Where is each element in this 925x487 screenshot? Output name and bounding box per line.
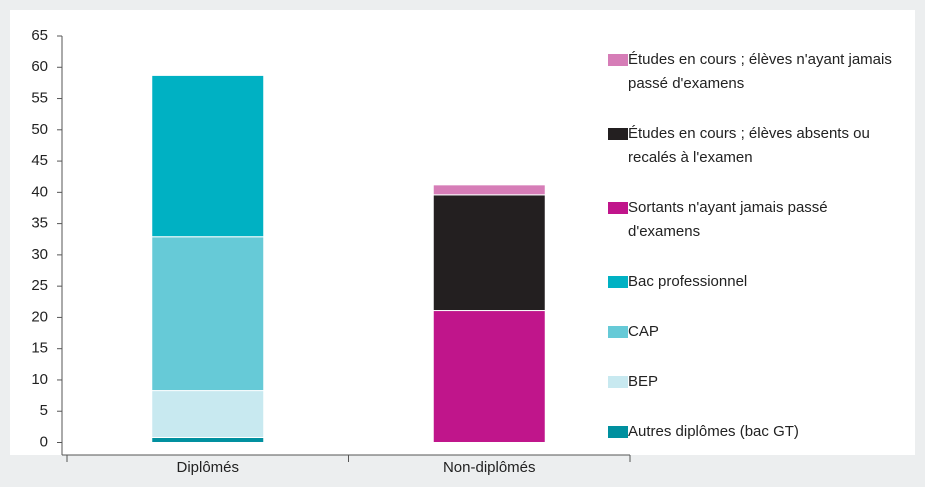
legend-swatch — [608, 376, 628, 388]
bar-segment — [151, 236, 265, 392]
legend-swatch — [608, 276, 628, 288]
y-tick-label: 50 — [31, 121, 48, 138]
legend-label: BEP — [628, 373, 659, 390]
legend-swatch — [608, 54, 628, 66]
legend-item: BEP — [608, 370, 908, 394]
y-tick-label: 10 — [31, 371, 48, 388]
y-tick-label: 35 — [31, 215, 48, 232]
legend-item: CAP — [608, 320, 908, 344]
y-tick-label: 55 — [31, 90, 48, 107]
legend-swatch — [608, 426, 628, 438]
legend-item: Sortants n'ayant jamais passé d'examens — [608, 196, 908, 244]
bar-segment — [432, 194, 546, 312]
y-tick-label: 60 — [31, 58, 48, 75]
legend-swatch — [608, 128, 628, 140]
bar-segment — [432, 310, 546, 443]
legend-label: Autres diplômes (bac GT) — [628, 423, 799, 440]
legend-item: Bac professionnel — [608, 270, 908, 294]
legend-item: Études en cours ; élèves absents ou reca… — [608, 122, 908, 170]
x-tick-label: Diplômés — [176, 459, 239, 476]
legend-label: Études en cours ; élèves n'ayant jamais … — [628, 51, 892, 92]
legend-label: Études en cours ; élèves absents ou reca… — [628, 125, 870, 166]
y-tick-label: 5 — [40, 402, 48, 419]
legend-item: Autres diplômes (bac GT) — [608, 420, 908, 444]
y-tick-label: 0 — [40, 433, 48, 450]
y-tick-label: 15 — [31, 340, 48, 357]
legend-label: Bac professionnel — [628, 273, 748, 290]
legend-swatch — [608, 202, 628, 214]
bar-segment — [151, 390, 265, 438]
bar-segment — [432, 184, 546, 196]
legend-item: Études en cours ; élèves n'ayant jamais … — [608, 48, 908, 96]
y-tick-label: 25 — [31, 277, 48, 294]
bar-segment — [151, 436, 265, 443]
legend-swatch — [608, 326, 628, 338]
x-tick-label: Non-diplômés — [443, 459, 536, 476]
y-tick-label: 20 — [31, 308, 48, 325]
legend-label: Sortants n'ayant jamais passé d'examens — [628, 199, 828, 240]
y-tick-label: 45 — [31, 152, 48, 169]
y-tick-label: 30 — [31, 246, 48, 263]
legend-label: CAP — [628, 323, 659, 340]
y-tick-label: 65 — [31, 27, 48, 44]
y-tick-label: 40 — [31, 183, 48, 200]
bar-segment — [151, 74, 265, 238]
